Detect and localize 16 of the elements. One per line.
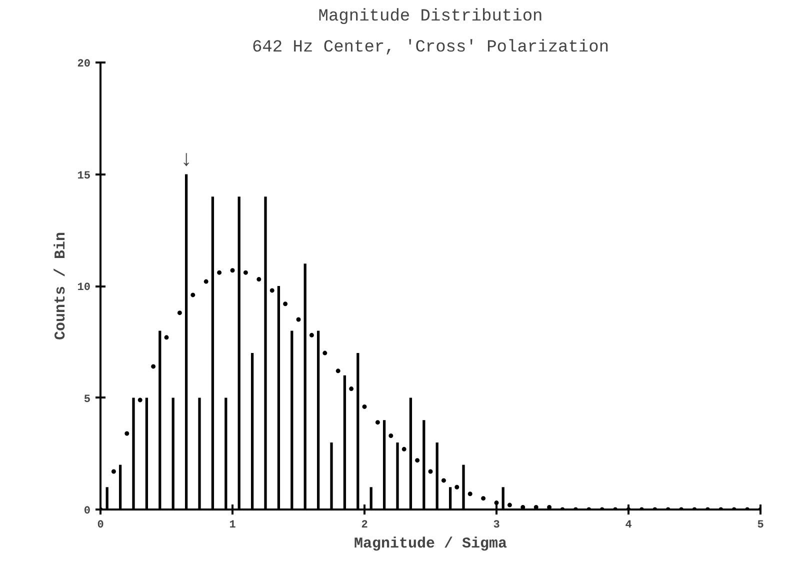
y-tick-label: 5 <box>84 394 91 406</box>
y-tick-label: 15 <box>77 170 91 182</box>
x-tick-label: 5 <box>757 520 764 532</box>
y-tick-label: 10 <box>77 282 90 294</box>
y-axis-title: Counts / Bin <box>52 232 70 340</box>
x-tick-label: 0 <box>97 520 104 532</box>
annotation: ↓ <box>180 147 193 172</box>
chart-subtitle: 642 Hz Center, 'Cross' Polarization <box>252 38 610 58</box>
x-tick-label: 1 <box>229 520 236 532</box>
x-tick-label: 2 <box>361 520 368 532</box>
x-axis-title: Magnitude / Sigma <box>354 536 508 552</box>
y-tick-label: 20 <box>77 58 90 70</box>
x-tick-label: 3 <box>493 520 500 532</box>
chart-title: Magnitude Distribution <box>318 8 543 26</box>
y-tick-label: 0 <box>84 506 91 518</box>
x-tick-label: 4 <box>625 520 632 532</box>
